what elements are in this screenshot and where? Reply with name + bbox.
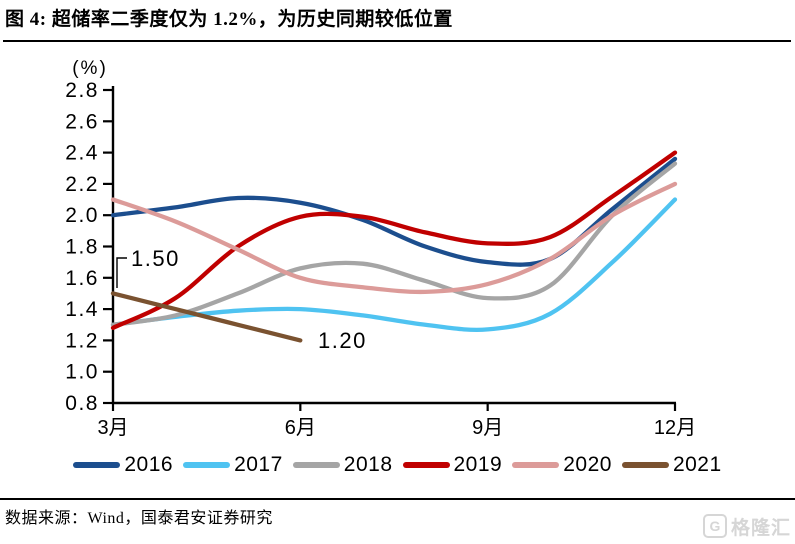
legend-swatch-2018 bbox=[292, 462, 340, 468]
x-tick-label: 12月 bbox=[654, 417, 696, 439]
legend-item-2017: 2017 bbox=[183, 453, 283, 477]
y-tick-label: 2.6 bbox=[65, 110, 99, 133]
series-line-2017 bbox=[110, 197, 678, 332]
line-chart-canvas: (%)2.8 2.6 2.4 2.2 2.0 1.8 1.6 1.4 1.2 1.0 0.83月 6月… bbox=[65, 58, 696, 439]
y-tick-label: 1.6 bbox=[65, 267, 99, 290]
legend-item-2021: 2021 bbox=[621, 453, 722, 477]
y-tick-label: 2.8 bbox=[65, 79, 99, 102]
excess-reserve-ratio-chart: (%) 2.8 2.6 2.4 2.2 2.0 1.8 1.6 1.4 1.2 1.0 0.8 3月 6月… bbox=[0, 44, 795, 444]
title-divider bbox=[3, 40, 791, 42]
data-source-note: 数据来源：Wind，国泰君安证券研究 bbox=[5, 510, 273, 527]
legend-label-2018: 2018 bbox=[343, 453, 393, 476]
legend-label-2017: 2017 bbox=[234, 453, 283, 476]
legend-item-2018: 2018 bbox=[292, 453, 393, 477]
x-tick-label: 3月 bbox=[97, 417, 128, 439]
y-axis-unit-label: (%) bbox=[72, 58, 108, 79]
x-tick-label: 6月 bbox=[285, 417, 316, 439]
figure-title: 图 4: 超储率二季度仅为 1.2%，为历史同期较低位置 bbox=[5, 9, 453, 30]
y-tick-label: 2.4 bbox=[65, 142, 99, 165]
y-tick-label: 2.0 bbox=[65, 204, 99, 227]
legend-item-2016: 2016 bbox=[73, 453, 173, 477]
legend-swatch-2021 bbox=[621, 462, 669, 468]
y-tick-label: 0.8 bbox=[65, 392, 99, 415]
y-tick-label: 1.2 bbox=[65, 329, 99, 352]
annotation-1.20: 1.20 bbox=[318, 328, 367, 353]
gelonghui-logo-text: 格隆汇 bbox=[730, 517, 791, 539]
footer-divider bbox=[0, 498, 795, 500]
annotation-leader bbox=[116, 257, 127, 288]
legend-item-2019: 2019 bbox=[402, 453, 503, 477]
legend-swatch-2016 bbox=[73, 462, 121, 468]
annotation-1.50: 1.50 bbox=[131, 246, 180, 271]
legend-label-2020: 2020 bbox=[563, 453, 612, 476]
series-line-2020 bbox=[110, 181, 678, 295]
legend-item-2020: 2020 bbox=[512, 453, 612, 477]
y-tick-label: 1.8 bbox=[65, 236, 99, 259]
gelonghui-g-icon: G bbox=[702, 514, 727, 538]
legend-label-2021: 2021 bbox=[672, 453, 722, 476]
legend-swatch-2020 bbox=[512, 462, 560, 468]
legend-swatch-2017 bbox=[183, 462, 231, 468]
legend-label-2019: 2019 bbox=[453, 453, 503, 476]
gelonghui-watermark: G 格隆汇 bbox=[702, 513, 791, 539]
y-tick-label: 2.2 bbox=[65, 173, 99, 196]
series-line-2019 bbox=[110, 150, 678, 331]
legend-label-2016: 2016 bbox=[124, 453, 174, 476]
series-line-2018 bbox=[110, 161, 678, 327]
axes bbox=[111, 86, 676, 405]
series-line-2021 bbox=[110, 291, 303, 343]
x-tick-label: 9月 bbox=[472, 417, 503, 439]
y-tick-label: 1.4 bbox=[65, 298, 99, 321]
y-tick-label: 1.0 bbox=[65, 361, 99, 384]
chart-legend: 2016 2017 2018 2019 2020 2021 bbox=[0, 450, 795, 480]
legend-swatch-2019 bbox=[402, 462, 450, 468]
